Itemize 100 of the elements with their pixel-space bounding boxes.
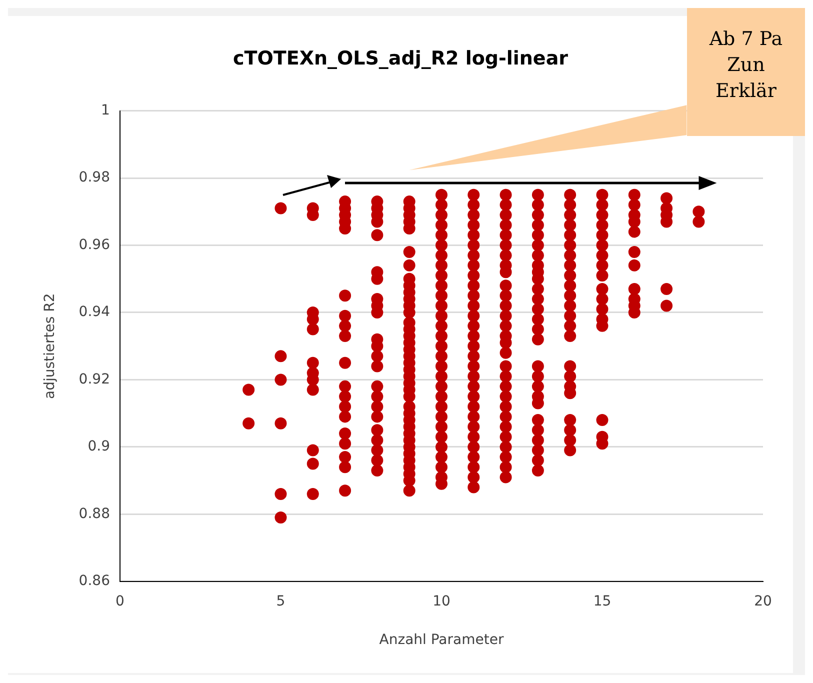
point <box>564 290 576 302</box>
point <box>500 410 512 423</box>
point <box>435 350 448 362</box>
point <box>468 198 480 211</box>
point <box>274 488 287 500</box>
point <box>596 239 608 252</box>
point <box>468 400 480 413</box>
point <box>500 430 512 443</box>
point <box>596 414 608 426</box>
point <box>500 461 512 474</box>
point <box>500 310 512 322</box>
point <box>468 410 480 423</box>
point <box>468 188 480 201</box>
point <box>500 451 512 464</box>
point <box>532 249 544 262</box>
point <box>532 313 544 326</box>
point <box>500 188 512 201</box>
point <box>371 390 384 403</box>
point <box>435 229 448 242</box>
point <box>500 239 512 252</box>
point <box>628 198 640 211</box>
point <box>339 310 352 322</box>
point <box>371 464 384 476</box>
point <box>660 282 673 295</box>
point <box>435 290 448 302</box>
point <box>468 390 480 403</box>
point <box>339 356 352 369</box>
point <box>339 427 352 440</box>
point <box>564 310 576 322</box>
point <box>435 219 448 232</box>
x-tick-label: 0 <box>116 593 124 610</box>
point <box>468 471 480 484</box>
point <box>532 323 544 336</box>
y-tick-label: 0.9 <box>88 438 110 455</box>
point <box>500 209 512 222</box>
point <box>564 360 576 372</box>
x-tick-label: 15 <box>593 593 612 610</box>
point <box>564 188 576 201</box>
point <box>435 188 448 201</box>
point <box>532 293 544 306</box>
point <box>628 226 640 238</box>
point <box>532 188 544 201</box>
point <box>500 380 512 392</box>
point <box>564 300 576 312</box>
point <box>371 454 384 466</box>
point <box>564 320 576 332</box>
point <box>468 380 480 392</box>
point <box>403 246 416 258</box>
point <box>435 360 448 372</box>
point <box>596 188 608 201</box>
x-tick-label: 5 <box>276 593 286 610</box>
point <box>532 454 544 466</box>
point <box>371 229 384 242</box>
point <box>274 417 287 430</box>
point <box>435 209 448 222</box>
point <box>435 370 448 382</box>
point <box>532 209 544 222</box>
point <box>435 400 448 413</box>
point <box>532 239 544 252</box>
point <box>564 414 576 426</box>
point <box>468 239 480 252</box>
point <box>532 198 544 211</box>
point <box>500 198 512 211</box>
point <box>532 219 544 232</box>
point <box>596 209 608 222</box>
point <box>660 300 673 312</box>
point <box>500 320 512 332</box>
point <box>564 239 576 252</box>
y-tick-label: 0.98 <box>78 170 110 186</box>
point <box>468 259 480 272</box>
point <box>564 370 576 382</box>
point <box>339 400 352 413</box>
point <box>435 380 448 392</box>
y-tick-label: 0.88 <box>78 506 110 522</box>
point <box>532 444 544 456</box>
point <box>371 410 384 423</box>
point <box>435 198 448 211</box>
point <box>468 270 480 282</box>
point <box>564 444 576 456</box>
point <box>596 293 608 306</box>
x-tick-label: 20 <box>754 593 772 610</box>
point <box>500 420 512 433</box>
point <box>339 390 352 403</box>
point <box>468 461 480 474</box>
point <box>306 488 319 500</box>
point <box>628 246 640 258</box>
x-axis-title: Anzahl Parameter <box>379 632 504 648</box>
point <box>596 259 608 272</box>
point <box>564 434 576 446</box>
point <box>435 390 448 403</box>
y-tick-label: 0.94 <box>78 304 110 320</box>
point <box>242 384 255 396</box>
point <box>468 440 480 453</box>
point <box>532 464 544 476</box>
x-tick-label: 10 <box>432 593 450 610</box>
point <box>468 229 480 242</box>
point <box>468 360 480 372</box>
point <box>500 400 512 413</box>
point <box>339 461 352 474</box>
point <box>532 370 544 382</box>
